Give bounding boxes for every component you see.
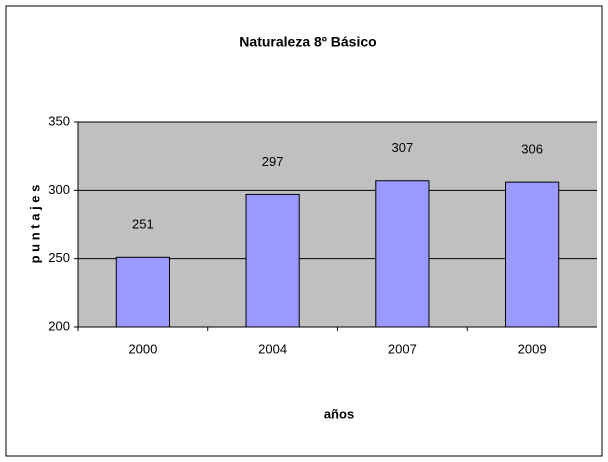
bar	[505, 181, 560, 328]
y-tick-label: 300	[48, 182, 70, 197]
data-label: 297	[262, 154, 284, 169]
data-label: 251	[132, 217, 154, 232]
x-axis-title: años	[324, 406, 354, 421]
bar	[245, 193, 300, 328]
x-tick-label: 2007	[388, 341, 417, 356]
x-tick-label: 2009	[518, 341, 547, 356]
chart-title: Naturaleza 8º Básico	[239, 34, 376, 50]
x-tick-label: 2000	[128, 341, 157, 356]
y-tick-label: 200	[48, 318, 70, 333]
y-tick-label: 250	[48, 250, 70, 265]
bar	[115, 256, 170, 328]
y-axis-title: p u n t a j e s	[27, 185, 42, 264]
data-label: 306	[521, 142, 543, 157]
x-tick-label: 2004	[258, 341, 287, 356]
y-tick-label: 350	[48, 113, 70, 128]
data-label: 307	[392, 140, 414, 155]
bar	[375, 180, 430, 328]
